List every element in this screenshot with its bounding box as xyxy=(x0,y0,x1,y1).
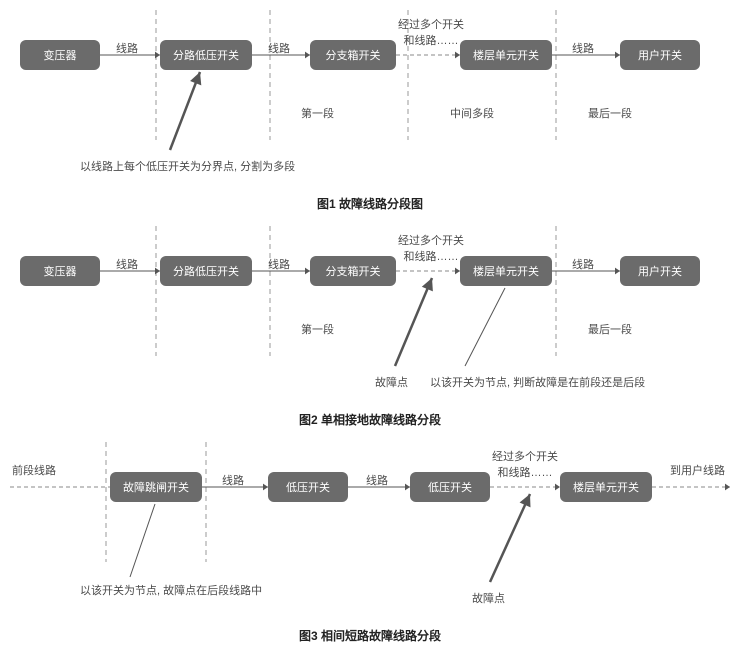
segment-label: 最后一段 xyxy=(588,105,632,121)
note-label: 以该开关为节点, 判断故障是在前段还是后段 xyxy=(430,374,645,390)
node-transformer: 变压器 xyxy=(20,256,100,286)
node-transformer: 变压器 xyxy=(20,40,100,70)
segment-label: 最后一段 xyxy=(588,321,632,337)
edge-label: 线路 xyxy=(268,256,290,272)
edge-label: 线路 xyxy=(116,40,138,56)
node-branch_box_switch: 分支箱开关 xyxy=(310,40,396,70)
edge-label: 经过多个开关 和线路…… xyxy=(492,448,558,480)
node-branch_box_switch: 分支箱开关 xyxy=(310,256,396,286)
edge-label: 线路 xyxy=(572,40,594,56)
edge-label: 线路 xyxy=(116,256,138,272)
node-floor_unit_switch: 楼层单元开关 xyxy=(460,256,552,286)
caption-1: 图1 故障线路分段图 xyxy=(0,195,740,212)
node-lv_switch: 低压开关 xyxy=(410,472,490,502)
caption-3: 图3 相间短路故障线路分段 xyxy=(0,627,740,644)
node-user_switch: 用户开关 xyxy=(620,256,700,286)
diagram-2: 变压器 分路低压开关 分支箱开关 楼层单元开关 用户开关 线路 线路 经过多个开关 和线路……… xyxy=(0,226,740,401)
edge-label: 到用户线路 xyxy=(670,462,725,478)
node-user_switch: 用户开关 xyxy=(620,40,700,70)
edge-label: 经过多个开关 和线路…… xyxy=(398,16,464,48)
node-floor_unit_switch: 楼层单元开关 xyxy=(560,472,652,502)
edge-label: 线路 xyxy=(222,472,244,488)
segment-label: 第一段 xyxy=(301,105,334,121)
diagram-3: 故障跳闸开关 低压开关 低压开关 楼层单元开关 前段线路线路 线路 经过多个开关 和线路……… xyxy=(0,442,740,617)
edge-label: 线路 xyxy=(268,40,290,56)
fault-label: 故障点 xyxy=(375,374,408,390)
edge-label: 线路 xyxy=(572,256,594,272)
node-trip_switch: 故障跳闸开关 xyxy=(110,472,202,502)
segment-label: 中间多段 xyxy=(450,105,494,121)
edge-label: 前段线路 xyxy=(12,462,56,478)
node-branch_lv_switch: 分路低压开关 xyxy=(160,256,252,286)
node-floor_unit_switch: 楼层单元开关 xyxy=(460,40,552,70)
edge-label: 线路 xyxy=(366,472,388,488)
edge-label: 经过多个开关 和线路…… xyxy=(398,232,464,264)
diagram-1: 变压器 分路低压开关 分支箱开关 楼层单元开关 用户开关 线路 线路 经过多个开关 和线路……… xyxy=(0,10,740,185)
segment-label: 第一段 xyxy=(301,321,334,337)
note-label: 以线路上每个低压开关为分界点, 分割为多段 xyxy=(80,158,295,174)
fault-label: 故障点 xyxy=(472,590,505,606)
note-label: 以该开关为节点, 故障点在后段线路中 xyxy=(80,582,262,598)
node-branch_lv_switch: 分路低压开关 xyxy=(160,40,252,70)
node-lv_switch: 低压开关 xyxy=(268,472,348,502)
caption-2: 图2 单相接地故障线路分段 xyxy=(0,411,740,428)
